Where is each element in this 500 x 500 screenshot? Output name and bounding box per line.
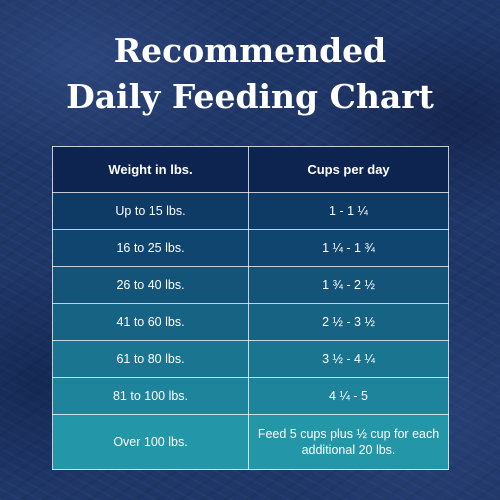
weight-cell: 26 to 40 lbs. <box>52 266 249 304</box>
feeding-note: Feed 5 cups plus ½ cup for each addition… <box>257 427 440 457</box>
cups-cell: 2 ½ - 3 ½ <box>248 303 449 341</box>
weight-cell: Over 100 lbs. <box>52 414 249 470</box>
table-row: 26 to 40 lbs. 1 ¾ - 2 ½ <box>52 266 449 304</box>
table-row: 61 to 80 lbs. 3 ½ - 4 ¼ <box>52 340 449 378</box>
cups-cell: 1 ¾ - 2 ½ <box>248 266 449 304</box>
weight-cell: Up to 15 lbs. <box>52 192 249 230</box>
table-row: 41 to 60 lbs. 2 ½ - 3 ½ <box>52 303 449 341</box>
cups-cell: Feed 5 cups plus ½ cup for each addition… <box>248 414 449 470</box>
weight-cell: 16 to 25 lbs. <box>52 229 249 267</box>
table-header-row: Weight in lbs. Cups per day <box>52 146 449 193</box>
table-row: 16 to 25 lbs. 1 ¼ - 1 ¾ <box>52 229 449 267</box>
cups-cell: 1 - 1 ¼ <box>248 192 449 230</box>
title-line-1: Recommended <box>113 31 387 70</box>
header-weight: Weight in lbs. <box>52 146 249 193</box>
cups-cell: 3 ½ - 4 ¼ <box>248 340 449 378</box>
cups-cell: 4 ¼ - 5 <box>248 377 449 415</box>
table-row: Over 100 lbs. Feed 5 cups plus ½ cup for… <box>52 414 449 470</box>
header-cups-per-day: Cups per day <box>248 146 449 193</box>
cups-cell: 1 ¼ - 1 ¾ <box>248 229 449 267</box>
weight-cell: 61 to 80 lbs. <box>52 340 249 378</box>
table-row: Up to 15 lbs. 1 - 1 ¼ <box>52 192 449 230</box>
title-line-2: Daily Feeding Chart <box>66 77 434 116</box>
weight-cell: 81 to 100 lbs. <box>52 377 249 415</box>
weight-cell: 41 to 60 lbs. <box>52 303 249 341</box>
table-row: 81 to 100 lbs. 4 ¼ - 5 <box>52 377 449 415</box>
feeding-chart-table: Weight in lbs. Cups per day Up to 15 lbs… <box>52 146 449 470</box>
